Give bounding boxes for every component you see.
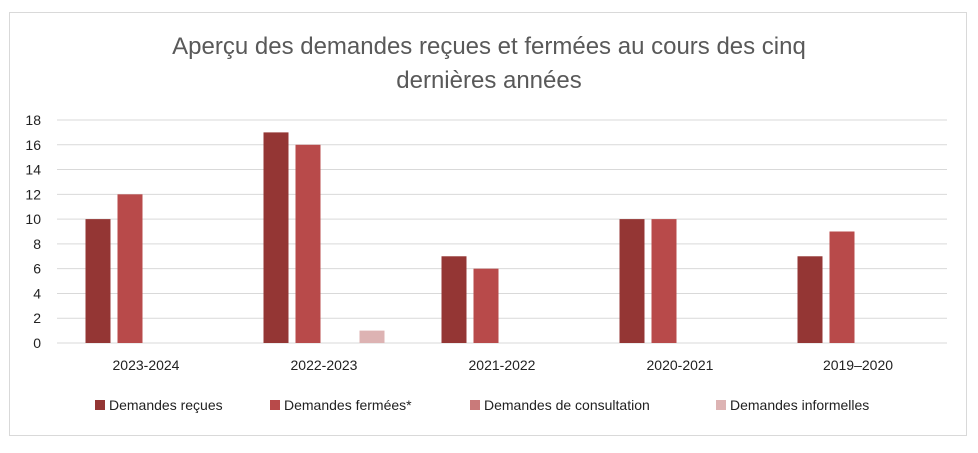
y-axis-ticks: 0 2 4 6 8 10 12 14 16 18 [25, 112, 41, 351]
bar-2023-2024-series-0 [85, 219, 111, 343]
legend-swatch [95, 400, 105, 410]
y-tick-label: 6 [33, 261, 41, 277]
y-tick-label: 8 [33, 236, 41, 252]
x-tick-label: 2019–2020 [823, 357, 893, 373]
x-tick-label: 2023-2024 [113, 357, 180, 373]
legend-swatch [270, 400, 280, 410]
bar-2023-2024-series-1 [117, 194, 143, 343]
bar-2020-2021-series-0 [619, 219, 645, 343]
y-tick-label: 0 [33, 335, 41, 351]
legend-item: Demandes reçues [95, 397, 223, 413]
x-axis-ticks: 2023-2024 2022-2023 2021-2022 2020-2021 2019… [113, 357, 894, 373]
y-tick-label: 4 [33, 285, 41, 301]
bar-2022-2023-series-1 [295, 144, 321, 343]
chart-title-line-2: dernières années [396, 67, 581, 94]
legend-item: Demandes fermées* [270, 397, 412, 413]
y-tick-label: 16 [25, 137, 41, 153]
x-tick-label: 2021-2022 [469, 357, 536, 373]
legend-label: Demandes fermées* [284, 397, 412, 413]
chart-frame [9, 12, 967, 436]
legend-item: Demandes informelles [716, 397, 869, 413]
x-tick-label: 2022-2023 [291, 357, 358, 373]
y-tick-label: 18 [25, 112, 41, 128]
bar-2020-2021-series-1 [651, 219, 677, 343]
y-tick-label: 12 [25, 186, 41, 202]
legend-item: Demandes de consultation [470, 397, 650, 413]
legend: Demandes reçues Demandes fermées* Demandes… [95, 397, 869, 413]
legend-label: Demandes reçues [109, 397, 223, 413]
bars [85, 132, 855, 343]
bar-2021-2022-series-0 [441, 256, 467, 343]
bar-2022-2023-series-3 [359, 330, 385, 343]
bar-2019–2020-series-0 [797, 256, 823, 343]
x-tick-label: 2020-2021 [647, 357, 714, 373]
y-tick-label: 10 [25, 211, 41, 227]
legend-swatch [716, 400, 726, 410]
legend-swatch [470, 400, 480, 410]
legend-label: Demandes informelles [730, 397, 869, 413]
bar-2022-2023-series-0 [263, 132, 289, 343]
chart-title-line-1: Aperçu des demandes reçues et fermées au… [172, 33, 806, 60]
y-tick-label: 14 [25, 162, 41, 178]
bar-2019–2020-series-1 [829, 231, 855, 343]
y-tick-label: 2 [33, 310, 41, 326]
bar-2021-2022-series-1 [473, 268, 499, 343]
legend-label: Demandes de consultation [484, 397, 650, 413]
